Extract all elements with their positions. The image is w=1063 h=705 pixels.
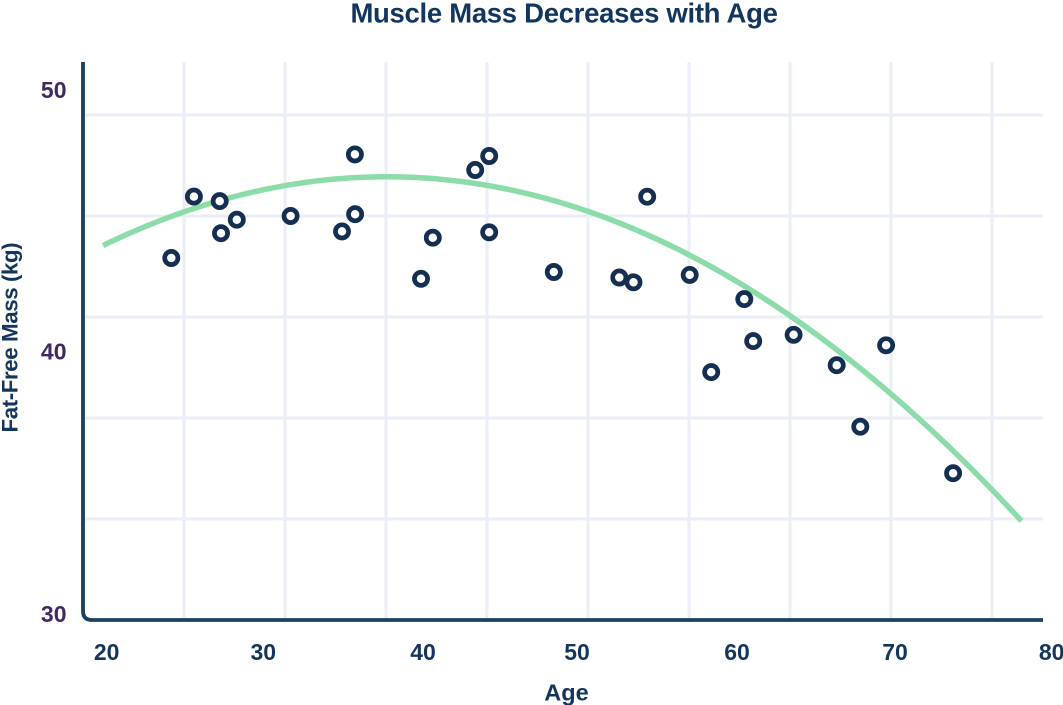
svg-text:20: 20	[94, 639, 120, 665]
svg-text:50: 50	[41, 77, 67, 103]
svg-text:Muscle Mass Decreases with Age: Muscle Mass Decreases with Age	[350, 0, 777, 29]
svg-text:50: 50	[564, 639, 590, 665]
svg-text:Age: Age	[544, 679, 588, 705]
svg-text:80: 80	[1039, 639, 1063, 665]
svg-text:Fat-Free Mass (kg): Fat-Free Mass (kg)	[0, 243, 22, 433]
svg-text:40: 40	[41, 339, 67, 365]
svg-text:30: 30	[251, 639, 277, 665]
svg-text:70: 70	[882, 639, 908, 665]
svg-text:60: 60	[724, 639, 750, 665]
svg-text:40: 40	[410, 639, 436, 665]
svg-text:30: 30	[41, 601, 67, 627]
